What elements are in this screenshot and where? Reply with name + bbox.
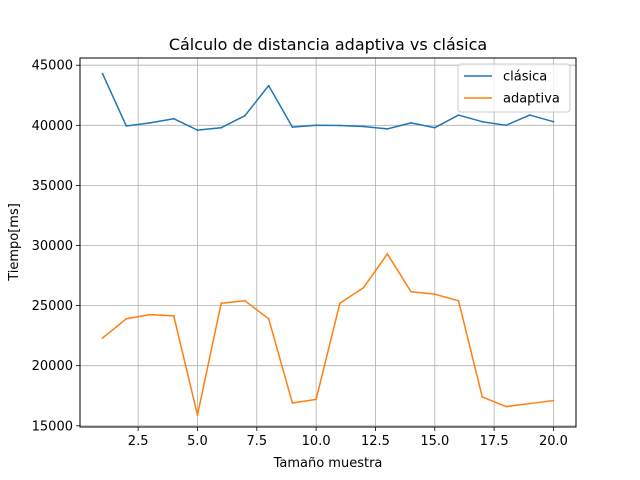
series-1-point [125, 317, 128, 320]
series-1-point [291, 402, 294, 404]
series-line-0 [101, 73, 554, 131]
series-0-point [101, 72, 104, 75]
series-0-point [505, 124, 507, 127]
series-0-point [149, 122, 151, 124]
series-1-point [552, 399, 555, 402]
series-0-point [481, 120, 484, 123]
y-axis-label: Tiempo[ms] [7, 203, 22, 282]
x-tick-label: 7.5 [246, 434, 267, 449]
y-tick-label: 15000 [32, 419, 73, 434]
series-0-point [410, 122, 412, 124]
chart-title: Cálculo de distancia adaptiva vs clásica [169, 35, 487, 54]
legend-label: clásica [503, 70, 547, 85]
x-axis-ticks: 2.5 5.0 7.5 10.0 12.5 15.0 17.5 20.0 [128, 427, 568, 449]
plot-area-frame [79, 57, 577, 428]
series-0-point [433, 126, 436, 129]
series-0-point [528, 114, 531, 116]
series-1-point [196, 414, 199, 416]
y-tick-label: 25000 [32, 299, 73, 314]
x-tick-label: 2.5 [128, 434, 149, 449]
series-0-point [220, 126, 223, 129]
x-tick-label: 20.0 [539, 434, 568, 449]
series-1-point [386, 253, 389, 255]
series-0-point [196, 129, 199, 132]
series-1-point [101, 337, 104, 339]
series-1-point [267, 317, 270, 320]
series-1-point [244, 299, 246, 302]
series-1-point [481, 396, 484, 398]
series-0-point [386, 128, 389, 130]
y-tick-label: 45000 [32, 59, 73, 74]
series-0-point [291, 126, 294, 129]
series-1-point [362, 286, 365, 289]
y-axis-ticks: 15000 20000 25000 30000 35000 40000 45000 [32, 59, 80, 434]
series-0-point [362, 125, 365, 128]
series-0-point [244, 114, 246, 117]
x-tick-label: 12.5 [361, 434, 390, 449]
y-tick-label: 20000 [32, 359, 73, 374]
legend-label: adaptiva [503, 92, 560, 107]
x-tick-label: 17.5 [480, 434, 509, 449]
series-1-point [172, 314, 175, 317]
y-tick-label: 40000 [32, 119, 73, 134]
y-tick-label: 35000 [32, 179, 73, 194]
series-0-point [457, 114, 460, 116]
series-0-point [125, 125, 128, 127]
series-1-point [338, 302, 341, 305]
x-tick-label: 10.0 [302, 434, 331, 449]
series-1-point [433, 293, 436, 296]
series-1-point [220, 302, 223, 305]
x-tick-label: 15.0 [420, 434, 449, 449]
legend: clásica adaptiva [457, 63, 571, 113]
series-1-point [315, 398, 318, 401]
series-0-point [338, 124, 341, 127]
series-line-1 [102, 253, 554, 416]
series-1-point [149, 313, 151, 316]
series-group [101, 72, 555, 416]
series-1-point [505, 405, 507, 408]
series-0-point [172, 117, 175, 120]
x-axis-label: Tamaño muestra [273, 456, 383, 471]
series-1-point [528, 402, 531, 405]
y-tick-label: 30000 [32, 239, 73, 254]
x-tick-label: 5.0 [187, 434, 208, 449]
series-1-point [410, 290, 412, 293]
series-1-point [457, 299, 460, 302]
series-0-point [315, 124, 318, 127]
series-0-point [552, 120, 555, 123]
series-0-point [267, 84, 270, 87]
